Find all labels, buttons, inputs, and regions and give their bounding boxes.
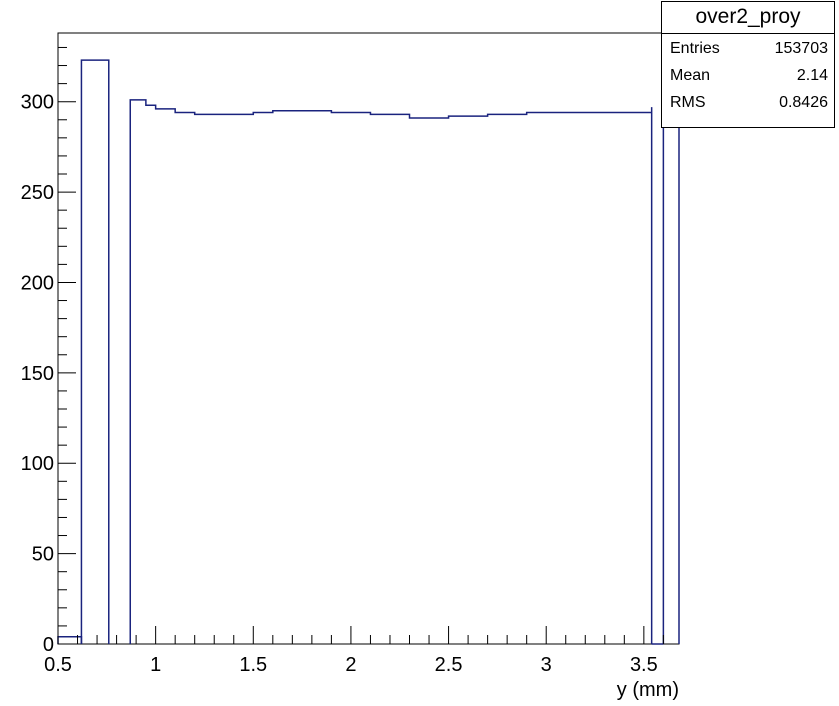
y-tick-label: 50: [32, 544, 54, 566]
histogram-segment: [662, 109, 680, 644]
plot-frame: [57, 32, 680, 645]
histogram-series: [57, 59, 680, 645]
stats-mean-value: 2.14: [796, 67, 828, 84]
x-tick-label: 1.5: [239, 654, 267, 676]
stats-box: over2_proy Entries 153703 Mean 2.14 RMS …: [661, 1, 835, 128]
stats-entries-label: Entries: [670, 40, 720, 57]
histogram-segment: [129, 99, 653, 644]
x-tick-label: 3.5: [630, 654, 658, 676]
stats-rms-value: 0.8426: [779, 94, 828, 111]
stats-entries-value: 153703: [774, 40, 828, 57]
y-tick-label: 100: [21, 453, 54, 475]
histogram-segment: [80, 59, 110, 644]
stats-mean-label: Mean: [670, 67, 711, 84]
y-tick-label: 150: [21, 363, 54, 385]
axes: 0.5 1 1.5 2 2.5 3 3.5 0 50 100 150 200 250 300: [21, 46, 664, 676]
y-tick-label: 300: [21, 92, 54, 114]
x-tick-label: 2.5: [435, 654, 463, 676]
stats-row-rms: RMS 0.8426: [662, 88, 834, 115]
stats-row-mean: Mean 2.14: [662, 61, 834, 88]
x-tick-label: 1: [150, 654, 161, 676]
x-tick-label: 3: [541, 654, 552, 676]
stats-rms-label: RMS: [670, 94, 706, 111]
stats-title: over2_proy: [662, 2, 834, 34]
y-tick-label: 200: [21, 272, 54, 294]
x-tick-label: 2: [345, 654, 356, 676]
y-tick-label: 0: [43, 634, 54, 656]
x-axis-label: y (mm): [617, 679, 679, 701]
stats-row-entries: Entries 153703: [662, 34, 834, 61]
x-tick-label: 0.5: [44, 654, 72, 676]
y-tick-label: 250: [21, 182, 54, 204]
